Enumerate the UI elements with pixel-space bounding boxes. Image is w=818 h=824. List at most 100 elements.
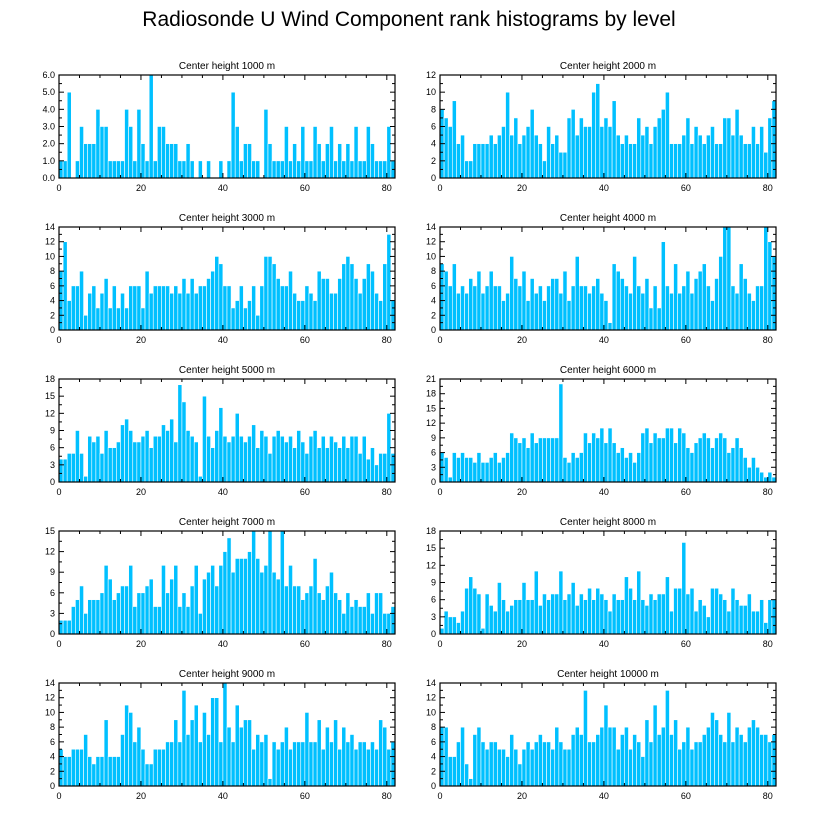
bar <box>263 109 269 179</box>
bar <box>619 143 625 179</box>
bar <box>251 285 256 331</box>
bar <box>742 605 748 635</box>
bar <box>566 748 572 787</box>
bar <box>316 270 322 331</box>
bar <box>99 453 105 483</box>
bar <box>533 741 539 787</box>
bar <box>509 605 515 635</box>
bar <box>132 741 138 787</box>
bar <box>70 606 76 635</box>
bar <box>382 726 388 787</box>
y-tick-label: 6 <box>50 588 55 598</box>
bar <box>374 592 379 635</box>
bar <box>349 606 355 635</box>
bar <box>579 117 584 179</box>
bar <box>62 619 68 635</box>
bar <box>542 300 547 331</box>
bar <box>366 458 371 483</box>
bar <box>681 542 687 635</box>
bar <box>570 452 576 483</box>
bar <box>181 592 187 635</box>
bar <box>275 160 281 179</box>
bar <box>152 435 158 483</box>
bar <box>230 91 236 179</box>
histogram-panel-6: Center height 6000 m 0 20 40 60 80 0 3 6 9 12 15 18 2… <box>426 365 777 497</box>
bar <box>759 285 765 331</box>
bar <box>107 578 113 635</box>
x-tick-label: 0 <box>56 487 61 497</box>
bar <box>107 160 113 179</box>
bar <box>464 763 469 787</box>
bar <box>742 457 748 483</box>
y-tick-label: 15 <box>45 391 55 401</box>
bar <box>312 126 318 179</box>
bar <box>488 457 494 483</box>
bar <box>558 151 564 179</box>
bar <box>669 143 674 179</box>
bar <box>751 457 756 483</box>
bar <box>517 143 523 179</box>
bar <box>198 475 203 483</box>
bar <box>677 748 683 787</box>
bar <box>734 437 740 483</box>
bar <box>542 437 547 483</box>
bar <box>185 430 191 483</box>
bar <box>759 126 765 179</box>
bar <box>624 457 629 483</box>
bar <box>603 300 609 331</box>
bar <box>603 704 609 787</box>
bar <box>95 756 101 787</box>
bar <box>640 432 646 483</box>
x-tick-label: 20 <box>517 639 527 649</box>
bar <box>95 435 101 483</box>
bar <box>738 447 744 483</box>
bar <box>374 292 379 331</box>
y-tick-label: 6 <box>50 737 55 747</box>
bar <box>255 314 261 331</box>
bar <box>628 452 633 483</box>
bar <box>116 592 121 635</box>
bar <box>652 126 658 179</box>
bar <box>161 748 166 787</box>
bar <box>533 442 539 483</box>
y-tick-label: 12 <box>45 408 55 418</box>
bar <box>628 292 633 331</box>
bar <box>140 143 146 179</box>
bar <box>83 734 88 787</box>
bar <box>128 430 134 483</box>
bar <box>742 143 748 179</box>
y-tick-label: 0 <box>50 325 55 335</box>
bar <box>615 599 621 635</box>
bar <box>468 778 474 787</box>
bar <box>447 476 453 483</box>
bar <box>157 748 162 787</box>
bar <box>279 435 285 483</box>
bar <box>349 160 355 179</box>
bar <box>206 571 211 635</box>
bar <box>505 610 510 635</box>
y-tick-label: 2.0 <box>42 139 55 149</box>
bar <box>656 734 662 787</box>
x-tick-label: 80 <box>763 791 773 801</box>
bar <box>587 741 592 787</box>
x-tick-label: 20 <box>517 335 527 345</box>
y-tick-label: 6 <box>50 281 55 291</box>
bar <box>747 593 752 635</box>
bar <box>345 741 351 787</box>
bar <box>144 270 150 331</box>
bar <box>304 712 310 787</box>
bar <box>259 430 265 483</box>
bar <box>505 756 510 787</box>
bar <box>517 285 523 331</box>
bar <box>259 741 265 787</box>
bar <box>701 605 707 635</box>
bar <box>91 441 97 483</box>
bar <box>284 441 289 483</box>
bar <box>718 256 724 331</box>
bar <box>701 263 707 331</box>
bar <box>464 160 469 179</box>
bar <box>157 126 162 179</box>
y-tick-label: 10 <box>45 707 55 717</box>
bar <box>669 427 674 483</box>
bar <box>468 160 474 179</box>
